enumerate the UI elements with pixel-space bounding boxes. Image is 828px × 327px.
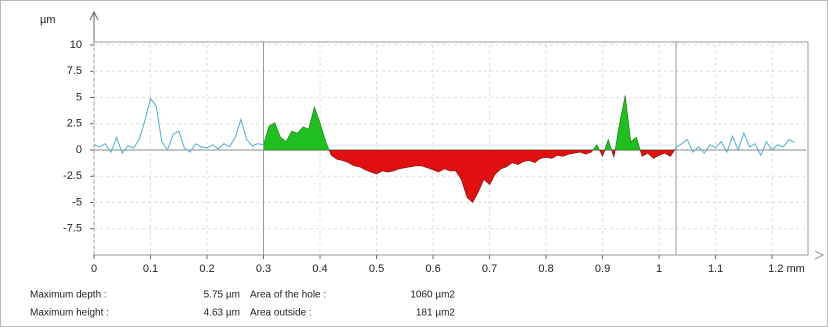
y-tick-label: 2.5 [67, 118, 82, 130]
stat-text: 4.63 µm [204, 308, 240, 319]
area-below [263, 150, 677, 203]
x-tick-label: 1 [656, 263, 662, 275]
y-axis-unit: µm [40, 14, 56, 26]
stat-text: Maximum height : [30, 308, 109, 319]
x-tick-label: 0.2 [199, 263, 214, 275]
y-tick-label: -7.5 [63, 223, 82, 235]
stat-text: Maximum depth : [30, 290, 107, 301]
x-tick-label: 0.1 [143, 263, 158, 275]
x-tick-label: 0.8 [538, 263, 553, 275]
y-tick-label: 5 [76, 91, 82, 103]
y-tick-label: 10 [70, 39, 82, 51]
area-above [263, 95, 677, 150]
x-tick-label: 0 [91, 263, 97, 275]
stat-text: Area of the hole : [250, 290, 326, 301]
x-tick-label: 1.1 [708, 263, 723, 275]
y-tick-label: -2.5 [63, 170, 82, 182]
stat-text: Area outside : [250, 308, 312, 319]
profile-line [675, 131, 795, 157]
y-axis-arrow [89, 10, 99, 21]
y-tick-label: 0 [76, 144, 82, 156]
stat-text: 5.75 µm [204, 290, 240, 301]
x-tick-label: 0.5 [369, 263, 384, 275]
x-tick-label: 1.2 mm [768, 263, 805, 275]
x-tick-label: 0.9 [595, 263, 610, 275]
x-tick-label: 0.3 [256, 263, 271, 275]
stat-text: 1060 µm2 [410, 290, 455, 301]
profile-line [93, 97, 264, 155]
y-tick-label: 7.5 [67, 65, 82, 77]
y-tick-label: -5 [72, 196, 82, 208]
x-axis-arrow [814, 250, 825, 260]
x-tick-label: 0.7 [482, 263, 497, 275]
stat-text: 181 µm2 [416, 308, 456, 319]
x-tick-label: 0.6 [425, 263, 440, 275]
x-tick-label: 0.4 [312, 263, 327, 275]
